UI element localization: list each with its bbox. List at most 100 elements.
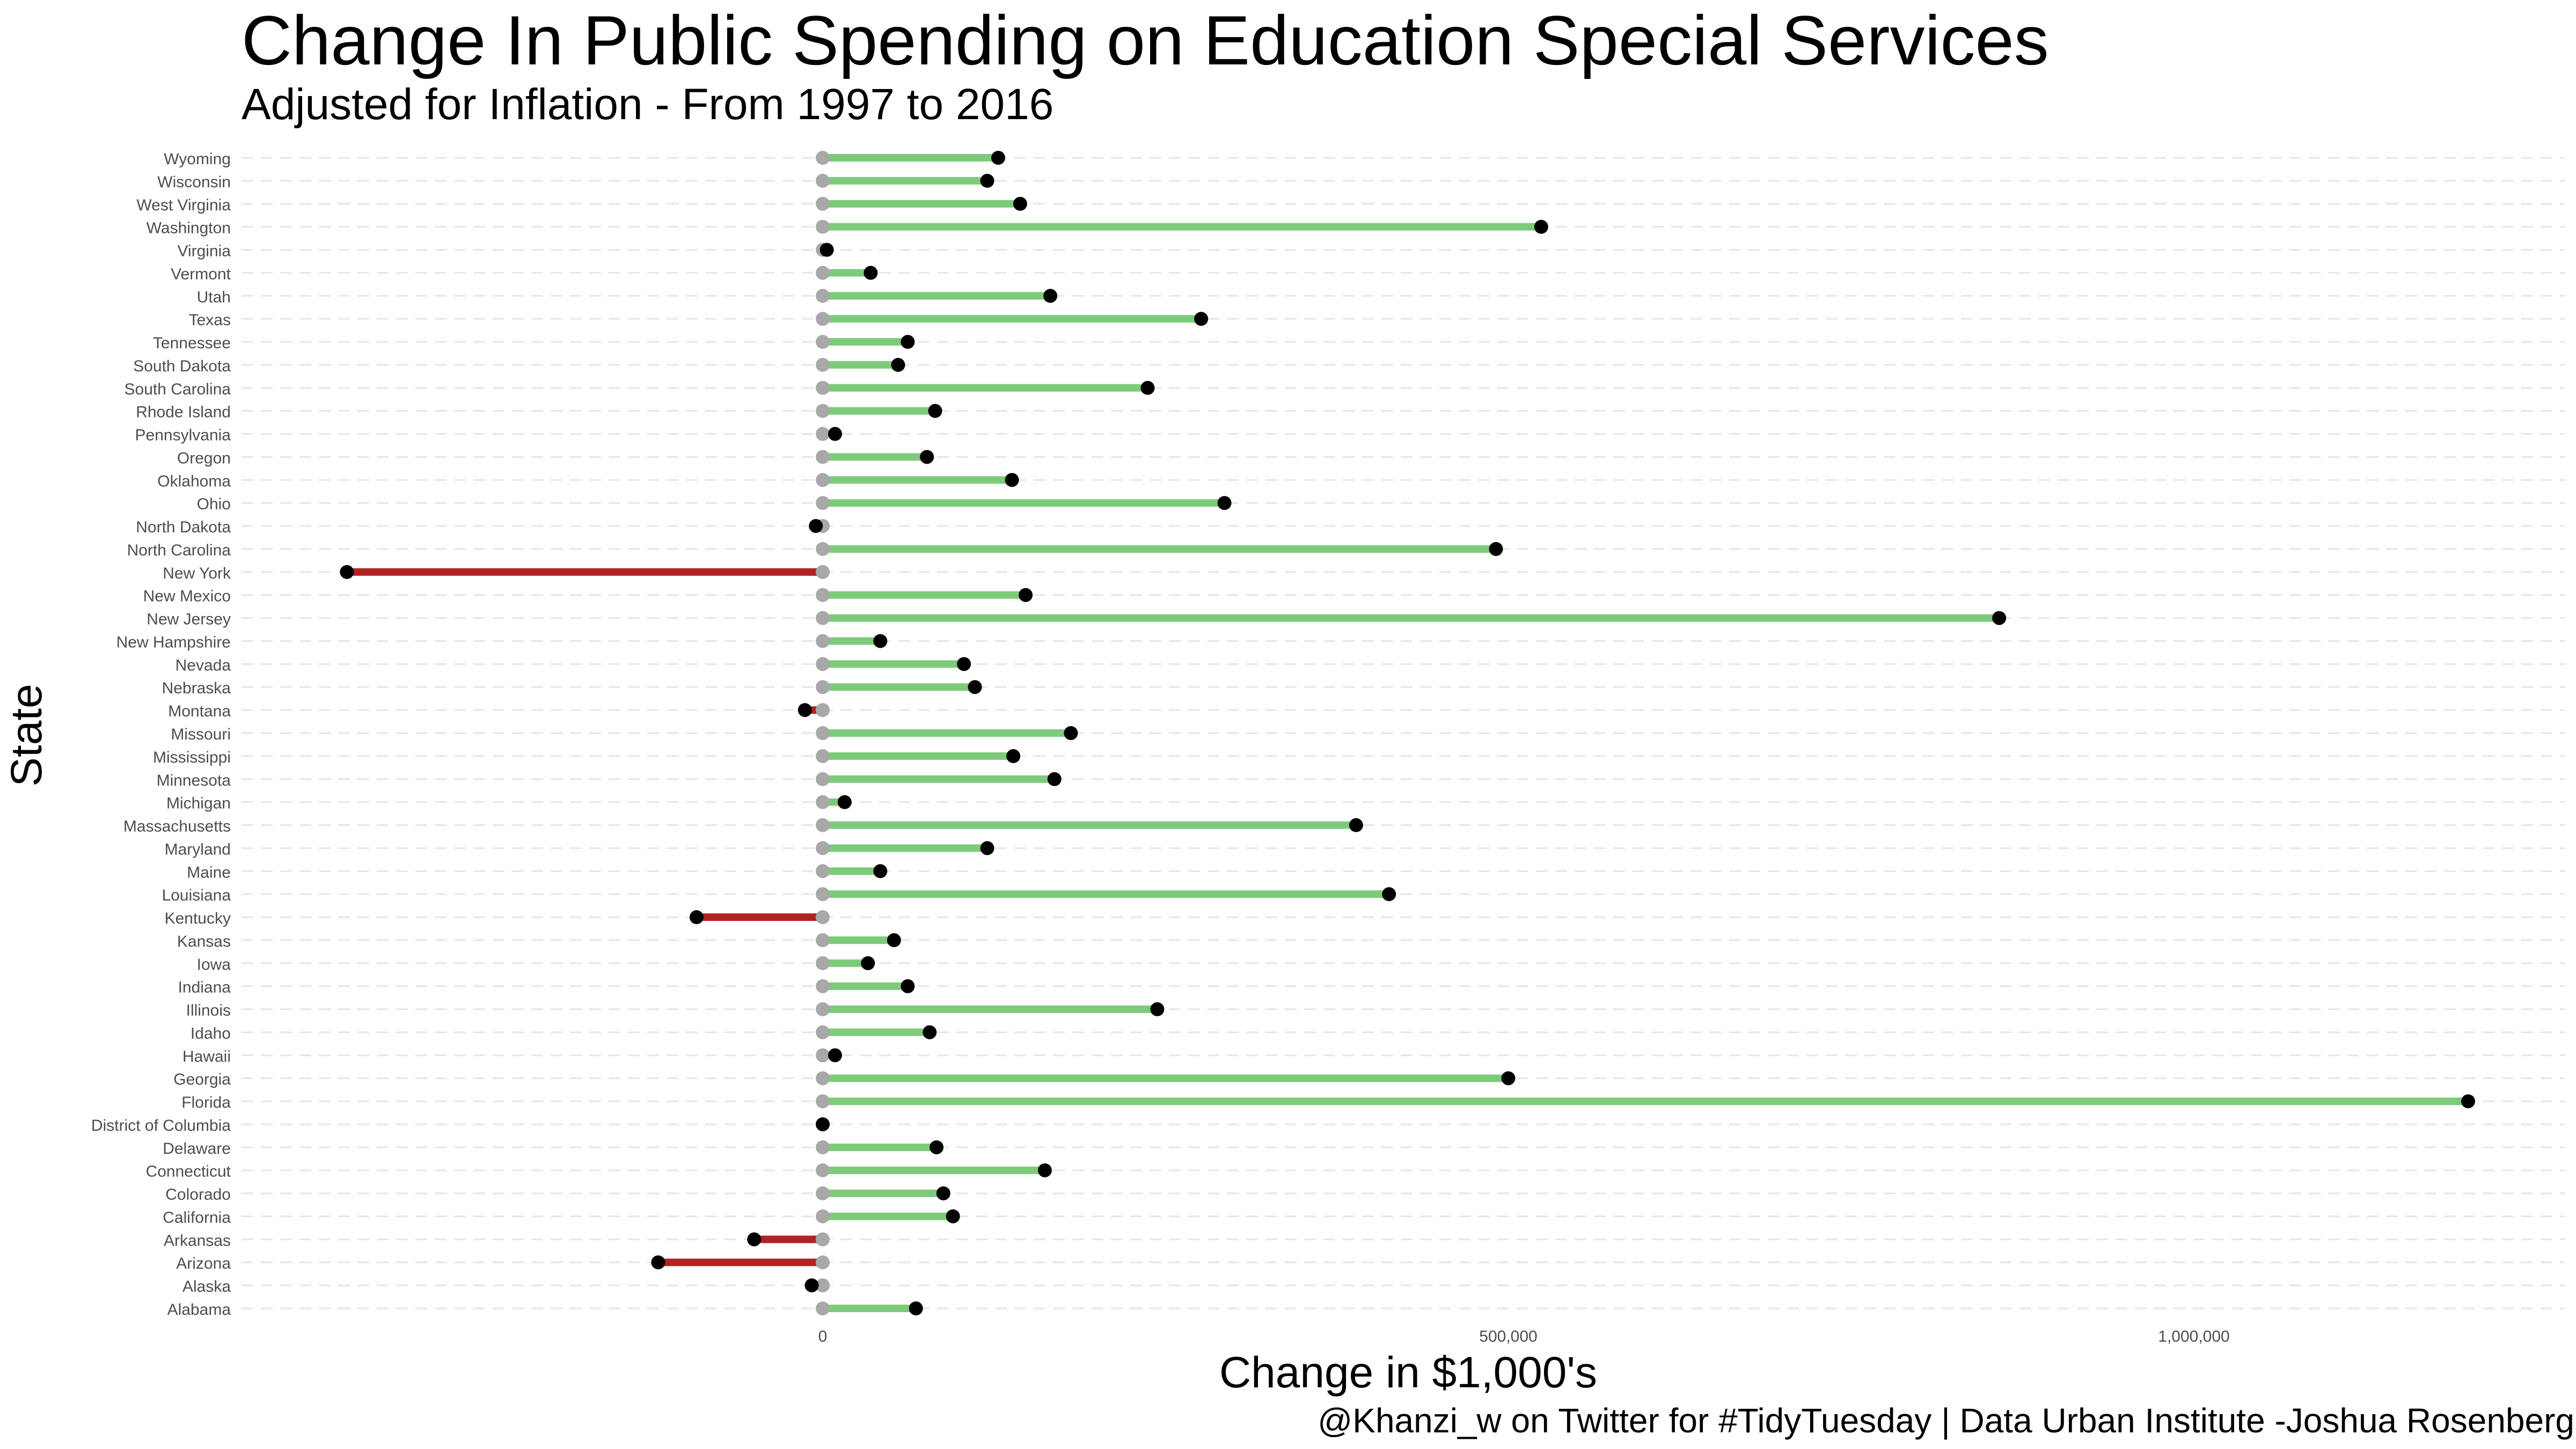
- start-point: [816, 588, 830, 602]
- start-point: [816, 427, 830, 441]
- end-point: [873, 634, 888, 648]
- end-point: [1006, 749, 1021, 763]
- start-point: [816, 473, 830, 487]
- y-tick-label: New Hampshire: [116, 633, 231, 651]
- end-point: [946, 1209, 960, 1224]
- y-tick-label: Kentucky: [165, 910, 231, 927]
- y-tick-label: New York: [163, 565, 231, 582]
- start-point: [816, 289, 830, 303]
- y-tick-label: Delaware: [163, 1140, 231, 1158]
- y-tick-label: West Virginia: [136, 196, 231, 214]
- end-point: [923, 1025, 937, 1040]
- chart-caption: @Khanzi_w on Twitter for #TidyTuesday | …: [1318, 1401, 2574, 1440]
- x-tick-label: 500,000: [1479, 1328, 1537, 1345]
- start-point: [816, 496, 830, 510]
- y-tick-label: Virginia: [177, 243, 231, 260]
- start-point: [816, 726, 830, 740]
- start-point: [816, 1301, 830, 1315]
- y-tick-label: California: [163, 1209, 231, 1226]
- start-point: [816, 611, 830, 625]
- end-point: [909, 1301, 923, 1315]
- chart-subtitle: Adjusted for Inflation - From 1997 to 20…: [241, 80, 1054, 129]
- end-point: [651, 1255, 665, 1270]
- start-point: [816, 380, 830, 395]
- end-point: [968, 680, 982, 694]
- start-point: [816, 933, 830, 947]
- end-point: [991, 151, 1006, 165]
- end-point: [930, 1140, 944, 1154]
- end-point: [828, 1048, 842, 1063]
- start-point: [816, 1163, 830, 1177]
- end-point: [1013, 196, 1027, 211]
- end-point: [747, 1232, 762, 1247]
- y-tick-label: Michigan: [166, 795, 231, 813]
- end-point: [1194, 312, 1209, 326]
- start-point: [816, 312, 830, 326]
- y-tick-label: Nebraska: [162, 679, 231, 697]
- y-tick-label: Minnesota: [157, 772, 231, 789]
- y-tick-label: Illinois: [186, 1002, 231, 1020]
- y-tick-label: Wisconsin: [157, 173, 231, 191]
- grid-lines: [241, 157, 2565, 1309]
- y-tick-label: Oregon: [177, 449, 231, 467]
- y-tick-label: North Carolina: [127, 541, 231, 559]
- start-point: [816, 749, 830, 763]
- end-point: [1037, 1163, 1052, 1177]
- end-point: [1047, 772, 1062, 786]
- start-point: [816, 1186, 830, 1201]
- y-tick-labels: Alabama Alaska Arizona Arkansas California Co…: [91, 150, 231, 1319]
- y-tick-label: Tennessee: [153, 334, 231, 352]
- y-tick-label: Colorado: [165, 1186, 231, 1204]
- y-tick-label: Maine: [187, 863, 231, 881]
- y-tick-label: Alaska: [182, 1278, 231, 1296]
- y-tick-label: Idaho: [191, 1024, 231, 1042]
- start-point: [816, 196, 830, 211]
- end-point: [901, 335, 915, 349]
- start-point: [816, 219, 830, 234]
- start-point: [816, 1232, 830, 1247]
- start-point: [816, 956, 830, 970]
- y-tick-label: New Mexico: [143, 588, 231, 605]
- start-point: [816, 910, 830, 925]
- start-point: [816, 1025, 830, 1040]
- start-point: [816, 1140, 830, 1154]
- end-point: [1217, 496, 1232, 510]
- y-tick-label: North Dakota: [136, 518, 231, 536]
- end-point: [861, 956, 875, 970]
- x-tick-label: 0: [818, 1328, 828, 1345]
- y-tick-label: Louisiana: [162, 887, 231, 904]
- y-axis-label: State: [2, 684, 51, 786]
- start-point: [816, 335, 830, 349]
- y-tick-label: Arkansas: [164, 1232, 231, 1249]
- start-point: [816, 1071, 830, 1086]
- end-point: [887, 933, 901, 947]
- end-point: [957, 657, 971, 671]
- end-point: [809, 519, 823, 533]
- start-point: [816, 634, 830, 648]
- end-point: [819, 243, 834, 257]
- y-tick-label: Missouri: [171, 726, 231, 743]
- y-tick-label: Florida: [181, 1094, 231, 1111]
- start-point: [816, 565, 830, 579]
- start-point: [816, 795, 830, 809]
- end-point: [1382, 887, 1396, 902]
- x-tick-labels: 0 500,000 1,000,000: [818, 1328, 2230, 1345]
- start-point: [816, 703, 830, 718]
- end-point: [797, 703, 812, 718]
- start-point: [816, 818, 830, 832]
- chart-marks: [340, 151, 2475, 1315]
- end-point: [1349, 818, 1363, 832]
- start-point: [816, 541, 830, 556]
- start-point: [816, 979, 830, 993]
- start-point: [816, 1209, 830, 1224]
- start-point: [816, 680, 830, 694]
- start-point: [816, 864, 830, 879]
- end-point: [689, 910, 704, 925]
- end-point: [1489, 541, 1503, 556]
- end-point: [1534, 219, 1548, 234]
- y-tick-label: Indiana: [178, 979, 231, 997]
- y-tick-label: Rhode Island: [136, 404, 231, 421]
- y-tick-label: Massachusetts: [123, 818, 231, 836]
- start-point: [816, 404, 830, 418]
